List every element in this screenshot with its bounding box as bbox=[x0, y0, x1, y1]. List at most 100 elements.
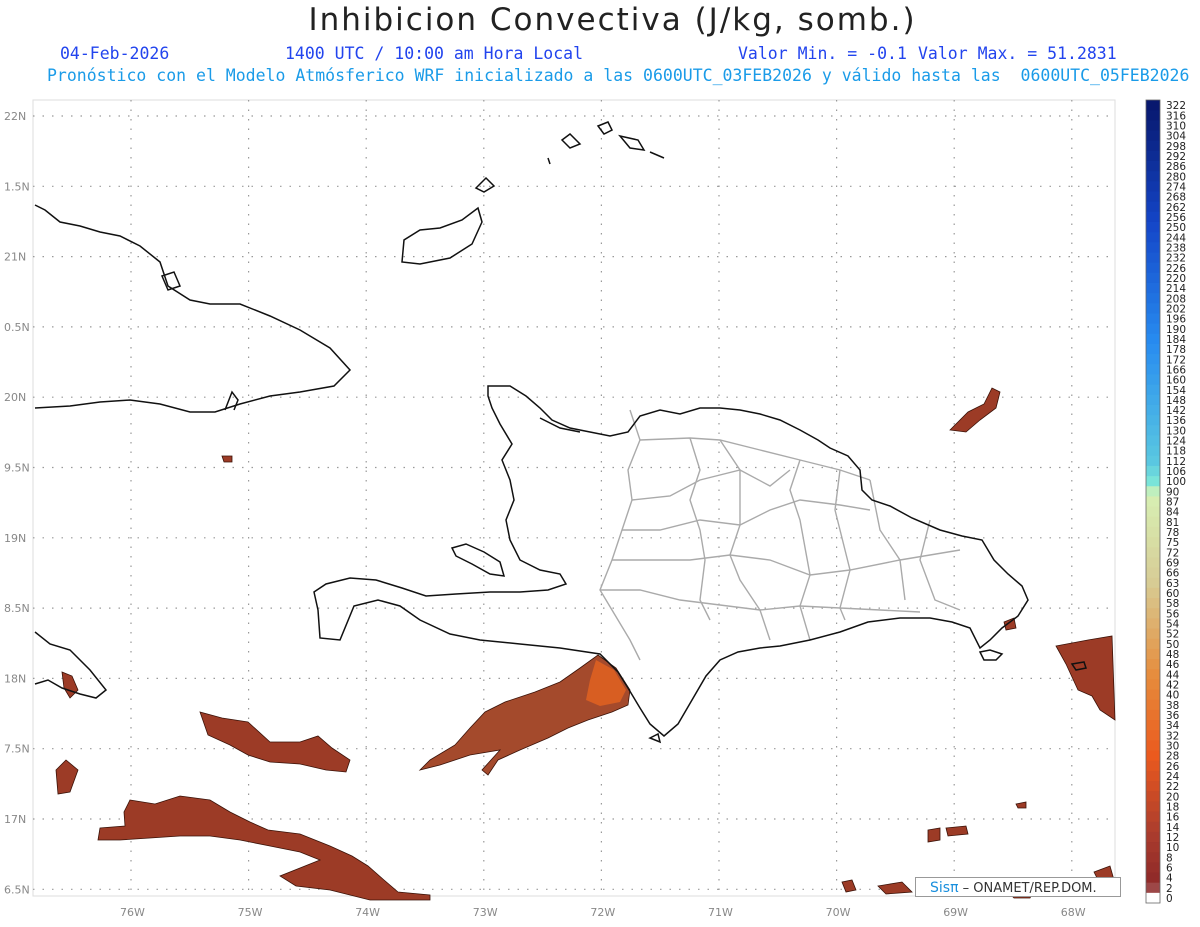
forecast-date: 04-Feb-2026 bbox=[60, 44, 170, 63]
colorbar-label: 66 bbox=[1166, 568, 1180, 580]
colorbar-swatch bbox=[1146, 547, 1160, 558]
colorbar-label: 172 bbox=[1166, 354, 1186, 366]
lon-label: 72W bbox=[590, 906, 615, 919]
shade-south-west bbox=[97, 795, 431, 901]
colorbar-label: 12 bbox=[1166, 832, 1179, 844]
shade-small-5 bbox=[841, 879, 857, 893]
lat-tick-labels: 22N 1.5N 21N 0.5N 20N 9.5N 19N 8.5N 18N 7.5N 17N 6.… bbox=[4, 110, 30, 896]
colorbar-swatch bbox=[1146, 272, 1160, 284]
colorbar-label: 310 bbox=[1166, 120, 1186, 132]
colorbar-swatch bbox=[1146, 262, 1160, 274]
lat-label: 7.5N bbox=[4, 743, 30, 756]
coast-tortuga bbox=[539, 417, 581, 433]
colorbar-swatch bbox=[1146, 242, 1160, 253]
colorbar-swatch bbox=[1146, 364, 1160, 375]
colorbar-swatch bbox=[1146, 862, 1160, 874]
colorbar-swatch bbox=[1146, 770, 1160, 782]
coast-cayman bbox=[547, 157, 551, 165]
colorbar-swatch bbox=[1146, 201, 1160, 213]
map-title: Inhibicion Convectiva (J/kg, somb.) bbox=[308, 2, 917, 38]
coastlines bbox=[34, 121, 1087, 744]
colorbar-swatch bbox=[1146, 791, 1160, 802]
coast-hispaniola bbox=[313, 385, 1029, 737]
shade-small-4 bbox=[877, 881, 913, 895]
lon-label: 71W bbox=[708, 906, 733, 919]
colorbar-label: 38 bbox=[1166, 700, 1179, 712]
credit-text: – ONAMET/REP.DOM. bbox=[962, 881, 1097, 896]
coast-bahamas-4 bbox=[596, 121, 614, 135]
colorbar-label: 298 bbox=[1166, 141, 1186, 153]
colorbar-swatch bbox=[1146, 191, 1160, 203]
colorbar-label: 184 bbox=[1166, 334, 1186, 346]
colorbar-label: 46 bbox=[1166, 659, 1180, 671]
colorbar-swatch bbox=[1146, 516, 1160, 528]
colorbar-label: 20 bbox=[1166, 791, 1179, 803]
colorbar-swatch bbox=[1146, 872, 1160, 884]
colorbar-swatch bbox=[1146, 323, 1160, 335]
coast-saona bbox=[978, 649, 1004, 661]
colorbar-label: 250 bbox=[1166, 222, 1186, 234]
colorbar-label: 238 bbox=[1166, 242, 1186, 254]
colorbar-label: 100 bbox=[1166, 476, 1186, 488]
colorbar-swatch bbox=[1146, 465, 1160, 477]
colorbar-label: 58 bbox=[1166, 598, 1179, 610]
min-value: Valor Min. = -0.1 bbox=[738, 44, 907, 63]
lon-label: 74W bbox=[355, 906, 380, 919]
coast-caicos bbox=[160, 271, 182, 291]
colorbar-swatch bbox=[1146, 537, 1160, 548]
colorbar-swatch bbox=[1146, 577, 1160, 589]
lat-label: 8.5N bbox=[4, 602, 30, 615]
shade-northeast bbox=[949, 387, 1001, 433]
shade-small-7 bbox=[1015, 801, 1027, 809]
coast-gonave bbox=[450, 543, 506, 577]
colorbar-swatch bbox=[1146, 659, 1160, 670]
colorbar-swatch bbox=[1146, 120, 1160, 131]
credit-brand: Sisπ bbox=[930, 880, 959, 896]
lat-label: 19N bbox=[4, 532, 26, 545]
colorbar-label: 136 bbox=[1166, 415, 1186, 427]
colorbar-label: 178 bbox=[1166, 344, 1186, 356]
colorbar-label: 142 bbox=[1166, 405, 1186, 417]
colorbar-swatch bbox=[1146, 811, 1160, 823]
colorbar-swatch bbox=[1146, 171, 1160, 182]
colorbar-swatch bbox=[1146, 425, 1160, 436]
colorbar-swatch bbox=[1146, 709, 1160, 721]
colorbar-swatch bbox=[1146, 730, 1160, 741]
colorbar-swatch bbox=[1146, 343, 1160, 355]
colorbar-label: 10 bbox=[1166, 842, 1179, 854]
forecast-time: 1400 UTC / 10:00 am Hora Local bbox=[285, 44, 584, 63]
colorbar-label: 256 bbox=[1166, 212, 1186, 224]
colorbar-label: 292 bbox=[1166, 151, 1186, 163]
colorbar-swatch bbox=[1146, 557, 1160, 569]
colorbar-label: 154 bbox=[1166, 385, 1186, 397]
colorbar-swatch bbox=[1146, 618, 1160, 630]
credit-box: Sisπ – ONAMET/REP.DOM. bbox=[915, 877, 1121, 897]
colorbar-label: 18 bbox=[1166, 802, 1179, 814]
colorbar-label: 124 bbox=[1166, 436, 1186, 448]
colorbar-label: 202 bbox=[1166, 303, 1186, 315]
colorbar-label: 14 bbox=[1166, 822, 1180, 834]
shade-small-2 bbox=[927, 827, 941, 843]
lon-label: 69W bbox=[943, 906, 968, 919]
plot-frame bbox=[32, 99, 1116, 897]
lon-label: 76W bbox=[120, 906, 145, 919]
coast-cuba bbox=[34, 204, 352, 413]
lon-label: 68W bbox=[1061, 906, 1086, 919]
colorbar-swatch bbox=[1146, 130, 1160, 142]
colorbar-swatch bbox=[1146, 181, 1160, 192]
shade-small-3 bbox=[945, 825, 969, 837]
colorbar-label: 28 bbox=[1166, 751, 1179, 763]
colorbar-swatch bbox=[1146, 415, 1160, 426]
colorbar-label: 208 bbox=[1166, 293, 1186, 305]
colorbar-label: 48 bbox=[1166, 649, 1179, 661]
colorbar-label: 232 bbox=[1166, 253, 1186, 265]
colorbar-label: 106 bbox=[1166, 466, 1186, 478]
colorbar-swatch bbox=[1146, 282, 1160, 294]
colorbar-label: 52 bbox=[1166, 629, 1179, 641]
colorbar-swatch bbox=[1146, 628, 1160, 640]
shade-mona-east bbox=[1055, 635, 1116, 721]
colorbar-swatch bbox=[1146, 801, 1160, 813]
colorbar-swatch bbox=[1146, 781, 1160, 792]
colorbar-label: 130 bbox=[1166, 425, 1186, 437]
